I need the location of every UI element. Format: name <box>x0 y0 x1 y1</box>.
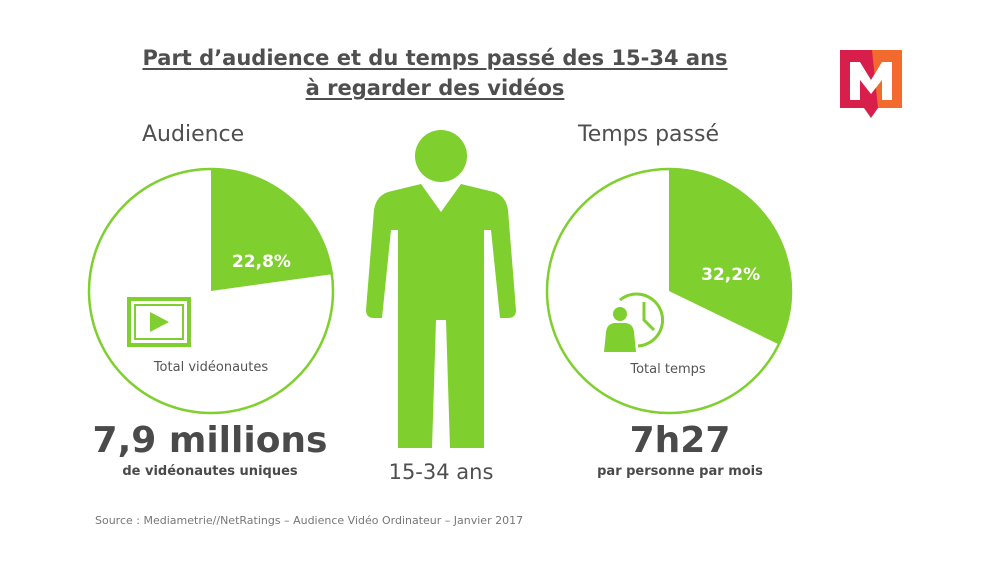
person-silhouette-icon <box>366 130 516 448</box>
audience-heading: Audience <box>142 122 245 147</box>
person-label: 15-34 ans <box>388 460 494 484</box>
audience-pie: 22,8% <box>87 167 335 415</box>
m-logo-icon <box>840 50 902 118</box>
source-note: Source : Mediametrie//NetRatings – Audie… <box>95 514 524 527</box>
person-clock-icon <box>604 292 665 352</box>
pie-slice-label: 22,8% <box>232 252 291 272</box>
audience-inner-label: Total vidéonautes <box>153 360 269 375</box>
video-play-icon <box>127 297 191 347</box>
audience-big-value: 7,9 millions <box>92 420 328 461</box>
pie-slice-highlight <box>211 169 332 291</box>
chart-title-line2: à regarder des vidéos <box>305 76 565 100</box>
temps-heading: Temps passé <box>578 122 719 147</box>
chart-title-line1: Part d’audience et du temps passé des 15… <box>142 46 728 70</box>
temps-inner-label: Total temps <box>630 362 706 377</box>
audience-sub-value: de vidéonautes uniques <box>122 464 298 479</box>
temps-big-value: 7h27 <box>629 420 731 461</box>
pie-slice-label: 32,2% <box>701 265 760 285</box>
pie-slice-highlight <box>669 169 791 345</box>
temps-sub-value: par personne par mois <box>597 464 763 479</box>
